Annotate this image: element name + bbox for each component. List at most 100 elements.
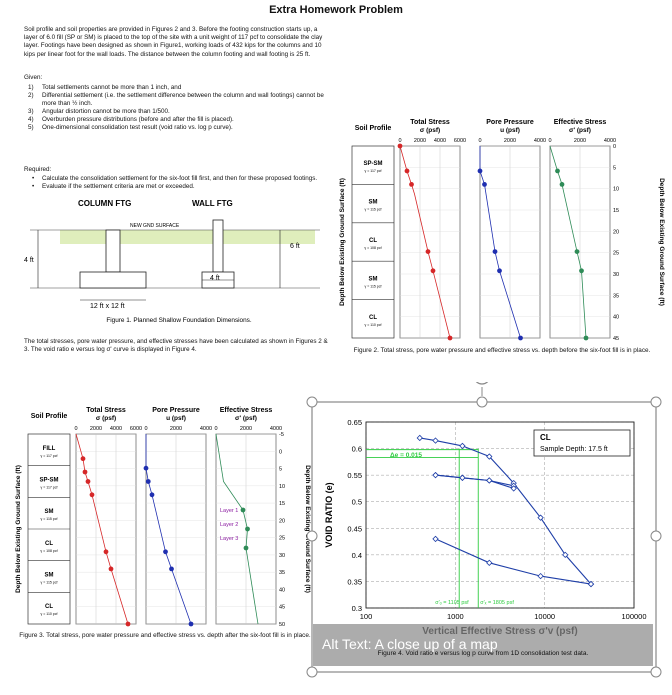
depth-tick-label: 5 — [279, 467, 282, 473]
stress-point — [430, 268, 436, 274]
layer-annotation: Layer 1 — [220, 508, 238, 514]
given-item-text: Differential settlement (i.e. the settle… — [42, 92, 324, 108]
depth-tick-label: 50 — [279, 622, 285, 628]
y-tick-label: 0.6 — [352, 445, 362, 454]
stress-point — [574, 249, 580, 255]
resize-handle-right[interactable] — [650, 530, 662, 542]
stress-point — [108, 566, 114, 572]
depth-tick-label: 10 — [613, 187, 619, 193]
figure4-selection[interactable] — [306, 382, 662, 682]
panel-tick-label: 4000 — [200, 426, 212, 432]
panel-subtitle: u (psf) — [500, 127, 520, 134]
panel-tick-label: 6000 — [454, 138, 466, 144]
depth-tick-label: 0 — [279, 449, 282, 455]
given-item-text: One-dimensional consolidation test resul… — [42, 124, 233, 132]
panel-subtitle: σ' (psf) — [235, 415, 257, 422]
resize-handle-left[interactable] — [306, 530, 318, 542]
depth-tick-label: 35 — [279, 570, 285, 576]
panel-subtitle: σ (psf) — [420, 127, 440, 134]
stress-point — [125, 621, 131, 627]
resize-handle-bottom-left[interactable] — [306, 666, 318, 678]
depth-tick-label: 40 — [279, 587, 285, 593]
layer-name: CL — [369, 238, 377, 244]
depth-tick-label: 15 — [613, 208, 619, 214]
layer-name: CL — [369, 315, 377, 321]
depth-tick-label: 5 — [613, 165, 616, 171]
layer-name: SM — [45, 573, 54, 579]
panel-tick-label: 4000 — [434, 138, 446, 144]
depth-tick-label: 25 — [613, 251, 619, 257]
rotate-icon[interactable] — [474, 382, 490, 385]
stress-point — [80, 456, 86, 462]
depth-left-label: 4 ft — [24, 257, 34, 264]
wall-stem — [212, 219, 224, 273]
panel-tick-label: 4000 — [534, 138, 546, 144]
panel-tick-label: 2000 — [574, 138, 586, 144]
closing-paragraph: The total stresses, pore water pressure,… — [24, 338, 328, 353]
intro-paragraph: Soil profile and soil properties are pro… — [24, 26, 323, 58]
resize-handle-bottom-right[interactable] — [650, 666, 662, 678]
required-item: Evaluate if the settlement criteria are … — [24, 183, 334, 191]
panel-tick-label: 2000 — [240, 426, 252, 432]
panel-tick-label: 2000 — [170, 426, 182, 432]
y-tick-label: 0.4 — [352, 551, 362, 560]
data-point-marker — [510, 485, 517, 492]
soil-profile-title: Soil Profile — [355, 125, 392, 132]
sigma-o-annotation: σ'ₒ = 1105 psf — [435, 600, 469, 606]
panel-title: Total Stress — [86, 407, 126, 414]
data-point-marker — [432, 437, 439, 444]
column-footing — [79, 271, 147, 289]
given-item-number: 3) — [28, 108, 34, 116]
alt-text-banner — [313, 624, 653, 666]
new-ground-label: NEW GND SURFACE — [130, 223, 180, 229]
x-tick-label: 100 — [360, 612, 373, 621]
depth-tick-label: 15 — [279, 501, 285, 507]
resize-handle-top[interactable] — [476, 396, 488, 408]
given-item-number: 5) — [28, 124, 34, 132]
left-depth-axis-label: Depth Below Existing Ground Surface (ft) — [15, 465, 22, 593]
panel-tick-label: 0 — [398, 138, 401, 144]
data-point-marker — [486, 559, 493, 566]
given-item-number: 4) — [28, 116, 34, 124]
legend-box — [533, 429, 631, 457]
panel-tick-label: 4000 — [270, 426, 282, 432]
stress-point — [243, 545, 249, 551]
panel-tick-label: 2000 — [504, 138, 516, 144]
stress-point — [89, 492, 95, 498]
stress-point — [492, 249, 498, 255]
panel-subtitle: u (psf) — [166, 415, 186, 422]
series-line — [435, 474, 514, 489]
resize-handle-top-right[interactable] — [650, 396, 662, 408]
layer-props: γ = 115 pcf — [41, 581, 58, 585]
layer-props: γ = 117 pcf — [41, 486, 58, 490]
given-heading: Given: — [24, 74, 43, 81]
panel-tick-label: 6000 — [130, 426, 142, 432]
figure1-caption: Figure 1. Planned Shallow Foundation Dim… — [106, 317, 252, 324]
stress-point — [559, 182, 565, 187]
legend-subtitle: Sample Depth: 17.5 ft — [540, 446, 608, 453]
data-point-marker — [537, 514, 544, 521]
panel-frame — [399, 145, 461, 339]
stress-point — [409, 182, 414, 187]
stress-line — [479, 146, 521, 339]
figure4-void-ratio-chart: 0.3 0.35 0.4 0.45 0.5 0.55 0.6 0.65 100 1000 10000… — [318, 408, 650, 650]
data-point-marker — [432, 471, 439, 479]
data-point-marker — [416, 434, 423, 442]
stress-point — [245, 526, 250, 532]
figure2-caption: Figure 2. Total stress, pore water press… — [353, 347, 651, 354]
stress-point — [163, 549, 168, 555]
layer-props: γ = 115 pcf — [365, 208, 382, 212]
required-heading: Required: — [24, 166, 52, 173]
layer-name: SM — [45, 509, 54, 515]
depth-tick-label: -5 — [279, 432, 284, 438]
soil-profile-column — [351, 145, 395, 339]
data-point-marker — [562, 551, 569, 559]
series-line — [435, 538, 592, 585]
resize-handle-top-left[interactable] — [306, 396, 318, 408]
given-item-number: 1) — [28, 84, 34, 91]
given-item-text: Angular distortion cannot be more than 1… — [42, 108, 170, 116]
wall-ftg-label: WALL FTG — [192, 199, 233, 208]
layer-name: SP-SM — [363, 161, 382, 167]
delta-e-annotation: Δe = 0.015 — [390, 452, 422, 459]
panel-title: Effective Stress — [220, 407, 273, 414]
